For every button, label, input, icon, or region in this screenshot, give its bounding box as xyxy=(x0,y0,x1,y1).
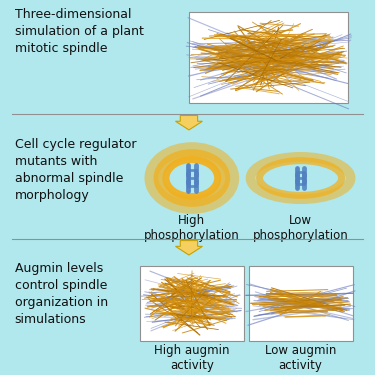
Bar xyxy=(249,266,352,340)
FancyArrow shape xyxy=(176,241,202,255)
Text: Low
phosphorylation: Low phosphorylation xyxy=(253,214,348,242)
Text: High
phosphorylation: High phosphorylation xyxy=(144,214,240,242)
Text: Augmin levels
control spindle
organization in
simulations: Augmin levels control spindle organizati… xyxy=(15,262,108,326)
Text: Low augmin
activity: Low augmin activity xyxy=(265,344,336,372)
Bar xyxy=(140,266,244,340)
FancyArrow shape xyxy=(176,116,202,130)
Text: Three-dimensional
simulation of a plant
mitotic spindle: Three-dimensional simulation of a plant … xyxy=(15,8,144,55)
Text: High augmin
activity: High augmin activity xyxy=(154,344,230,372)
Bar xyxy=(189,12,348,104)
Text: Cell cycle regulator
mutants with
abnormal spindle
morphology: Cell cycle regulator mutants with abnorm… xyxy=(15,138,136,202)
